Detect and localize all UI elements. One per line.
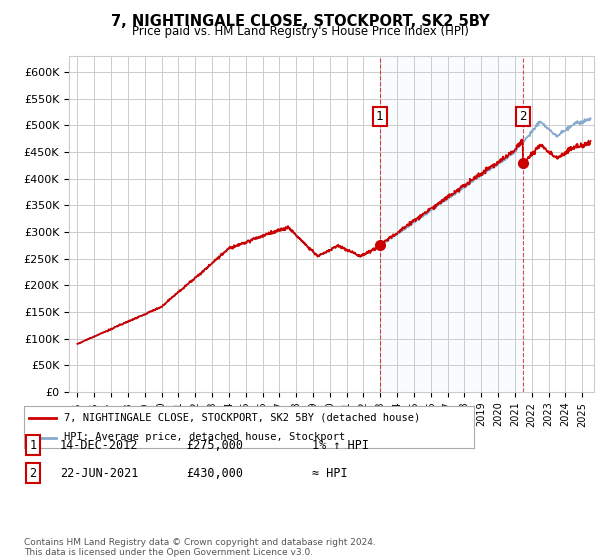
Text: 22-JUN-2021: 22-JUN-2021 (60, 466, 139, 480)
Text: 2: 2 (29, 466, 37, 480)
Bar (380, 56, 523, 392)
Text: ≈ HPI: ≈ HPI (312, 466, 347, 480)
Text: 2: 2 (519, 110, 527, 123)
Text: 7, NIGHTINGALE CLOSE, STOCKPORT, SK2 5BY (detached house): 7, NIGHTINGALE CLOSE, STOCKPORT, SK2 5BY… (65, 413, 421, 423)
Text: 14-DEC-2012: 14-DEC-2012 (60, 438, 139, 452)
Text: £275,000: £275,000 (186, 438, 243, 452)
Text: HPI: Average price, detached house, Stockport: HPI: Average price, detached house, Stoc… (65, 432, 346, 442)
Text: £430,000: £430,000 (186, 466, 243, 480)
Text: 7, NIGHTINGALE CLOSE, STOCKPORT, SK2 5BY: 7, NIGHTINGALE CLOSE, STOCKPORT, SK2 5BY (110, 14, 490, 29)
Text: 1% ↑ HPI: 1% ↑ HPI (312, 438, 369, 452)
Text: Price paid vs. HM Land Registry's House Price Index (HPI): Price paid vs. HM Land Registry's House … (131, 25, 469, 38)
Text: 1: 1 (29, 438, 37, 452)
Text: 1: 1 (376, 110, 383, 123)
Text: Contains HM Land Registry data © Crown copyright and database right 2024.
This d: Contains HM Land Registry data © Crown c… (24, 538, 376, 557)
